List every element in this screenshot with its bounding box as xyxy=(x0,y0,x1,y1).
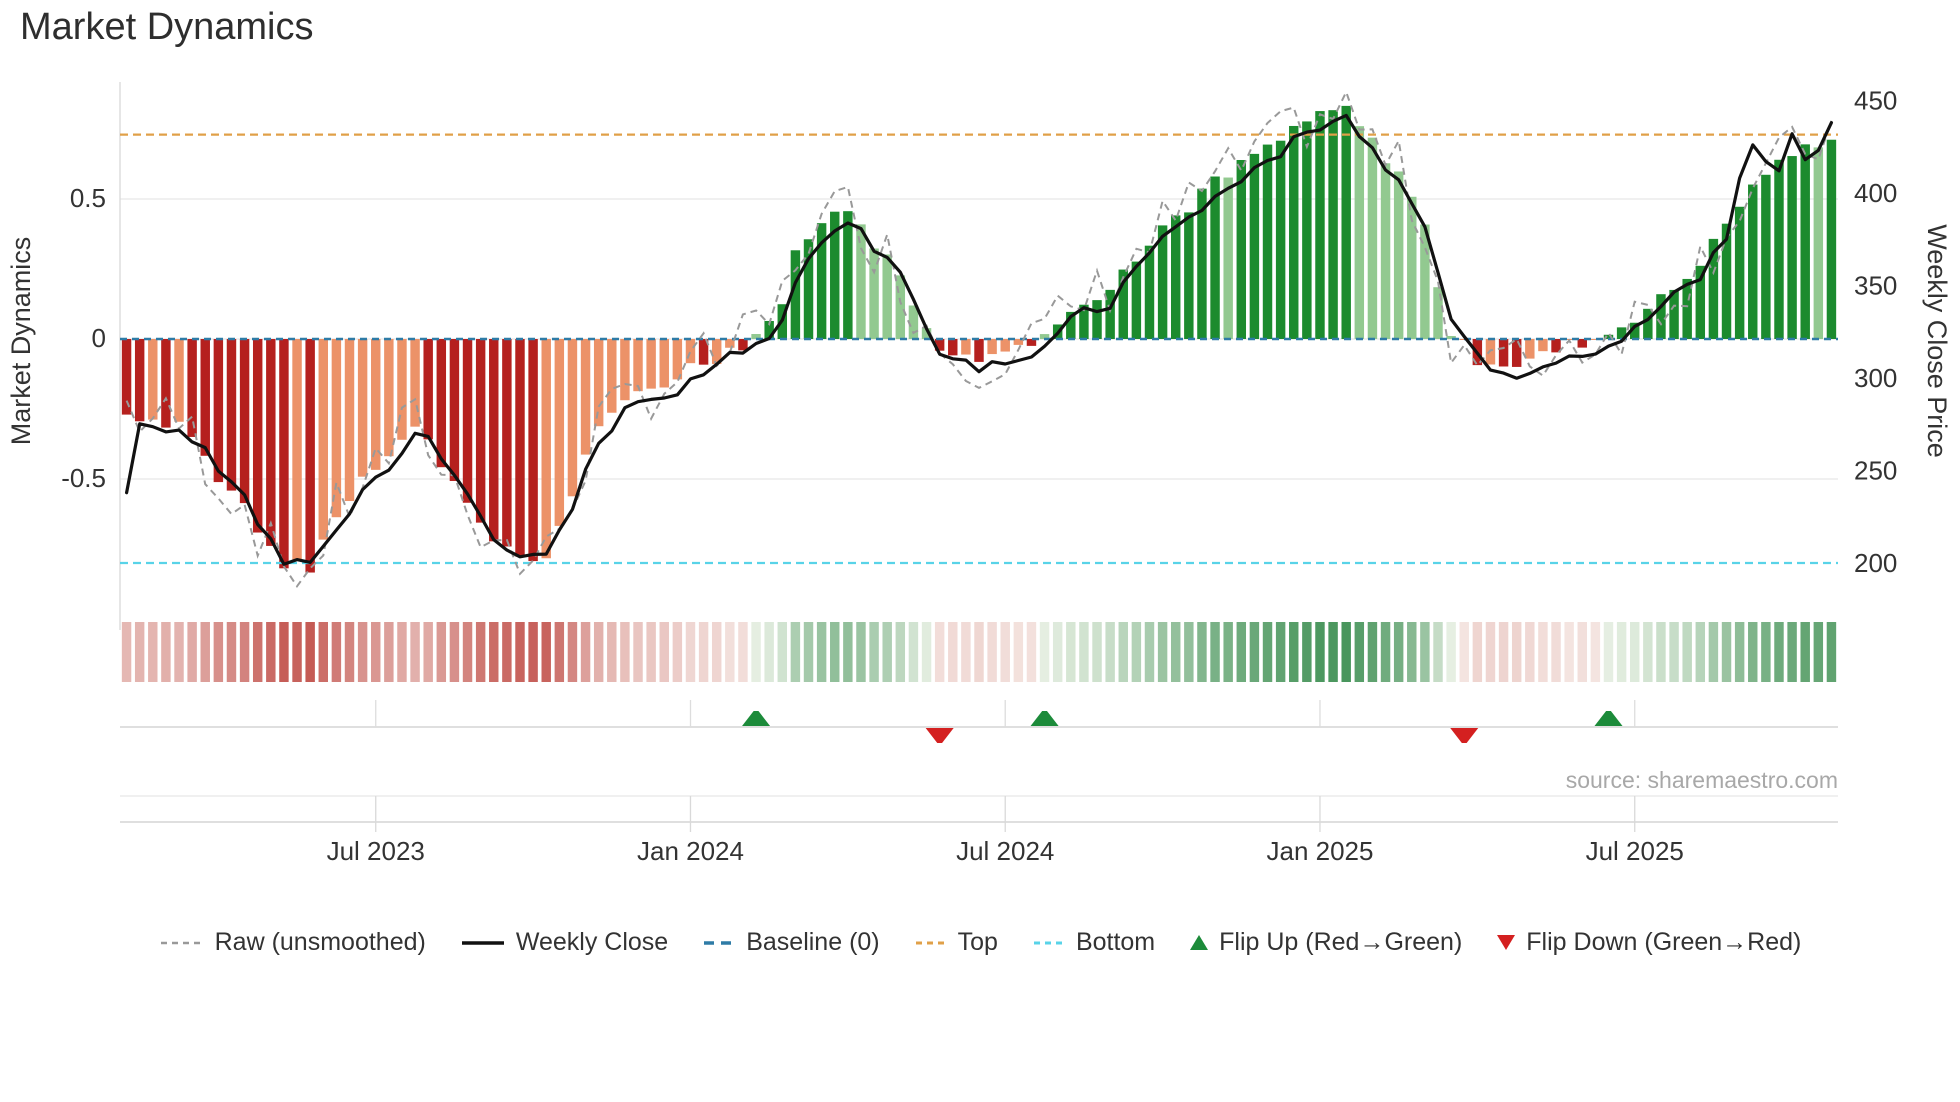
svg-text:400: 400 xyxy=(1854,178,1897,208)
svg-text:Market Dynamics: Market Dynamics xyxy=(6,237,36,446)
svg-text:450: 450 xyxy=(1854,86,1897,116)
svg-text:300: 300 xyxy=(1854,363,1897,393)
svg-text:Jan 2024: Jan 2024 xyxy=(637,836,744,866)
svg-text:0.5: 0.5 xyxy=(70,183,106,213)
svg-text:250: 250 xyxy=(1854,456,1897,486)
svg-text:source: sharemaestro.com: source: sharemaestro.com xyxy=(1566,767,1838,793)
svg-text:350: 350 xyxy=(1854,271,1897,301)
svg-text:Jul 2024: Jul 2024 xyxy=(956,836,1054,866)
svg-text:Jul 2023: Jul 2023 xyxy=(327,836,425,866)
svg-text:Jul 2025: Jul 2025 xyxy=(1586,836,1684,866)
svg-text:Jan 2025: Jan 2025 xyxy=(1266,836,1373,866)
svg-text:Weekly Close Price: Weekly Close Price xyxy=(1922,224,1952,458)
svg-text:0: 0 xyxy=(92,323,106,353)
svg-text:-0.5: -0.5 xyxy=(61,463,106,493)
svg-text:200: 200 xyxy=(1854,548,1897,578)
